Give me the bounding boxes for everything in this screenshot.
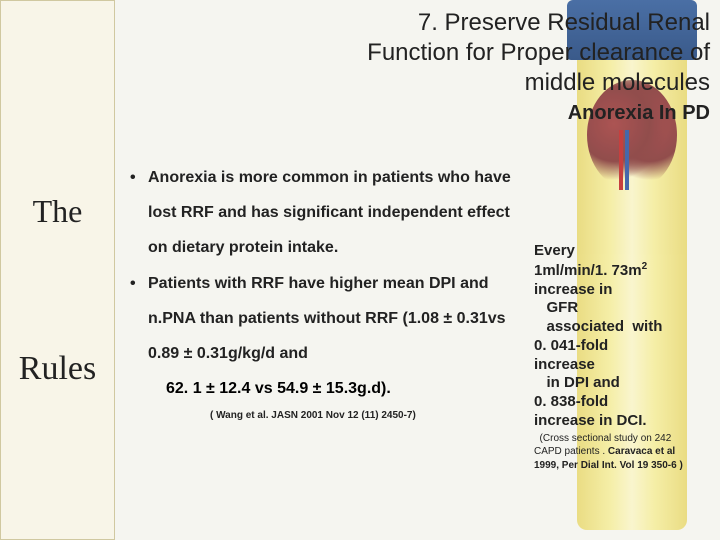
header: 7. Preserve Residual Renal Function for … xyxy=(120,8,710,125)
r-l8: in DPI and xyxy=(534,374,716,393)
r-l2: 1ml/min/1. 73m2 xyxy=(534,261,716,281)
r-l1: Every xyxy=(534,242,716,261)
r-l2a: 1ml/min/1. 73m xyxy=(534,262,642,279)
subtitle: Anorexia In PD xyxy=(120,102,710,125)
slide-container: The Rules 7. Preserve Residual Renal Fun… xyxy=(0,0,720,540)
title-line1: 7. Preserve Residual Renal xyxy=(120,8,710,38)
r-l4: GFR xyxy=(534,299,716,318)
title-line3: middle molecules xyxy=(120,68,710,98)
left-rules-panel: The Rules xyxy=(0,0,115,540)
title-line2: Function for Proper clearance of xyxy=(120,38,710,68)
r-l7: increase xyxy=(534,356,716,375)
r-l10: increase in DCI. xyxy=(534,412,716,431)
r-l9: 0. 838-fold xyxy=(534,393,716,412)
bullet-2: Patients with RRF have higher mean DPI a… xyxy=(130,266,525,372)
r-cite1: (Cross sectional study on 242 xyxy=(534,433,716,445)
the-text: The xyxy=(33,193,83,230)
r-cite3: 1999, Per Dial Int. Vol 19 350-6 ) xyxy=(534,460,716,472)
content-area: Anorexia is more common in patients who … xyxy=(130,160,525,421)
bullet-3: 62. 1 ± 12.4 vs 54.9 ± 15.3g.d). xyxy=(130,371,525,406)
rules-text: Rules xyxy=(19,350,96,388)
r-l3: increase in xyxy=(534,281,716,300)
r-cite2b: Caravaca et al xyxy=(608,446,675,457)
bullet-3-text: 62. 1 ± 12.4 vs 54.9 ± 15.3g.d). xyxy=(166,380,391,397)
vessel-red xyxy=(619,130,623,190)
r-cite2: CAPD patients . Caravaca et al xyxy=(534,446,716,458)
r-cite2a: CAPD patients . xyxy=(534,446,608,457)
citation: ( Wang et al. JASN 2001 Nov 12 (11) 2450… xyxy=(130,410,525,421)
right-callout: Every 1ml/min/1. 73m2 increase in GFR as… xyxy=(534,242,716,471)
rules-image: The Rules xyxy=(1,1,114,539)
bullet-1: Anorexia is more common in patients who … xyxy=(130,160,525,266)
vessel-blue xyxy=(625,130,629,190)
r-l6: 0. 041-fold xyxy=(534,337,716,356)
r-l5: associated with xyxy=(534,318,716,337)
r-l2sup: 2 xyxy=(642,261,648,272)
